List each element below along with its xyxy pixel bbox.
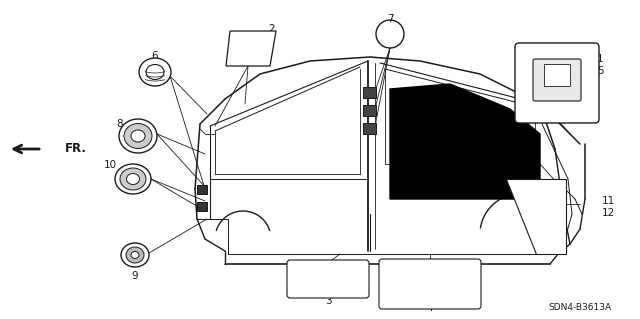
Ellipse shape <box>131 130 145 142</box>
Ellipse shape <box>127 174 140 184</box>
FancyBboxPatch shape <box>287 260 369 298</box>
FancyBboxPatch shape <box>196 202 207 211</box>
Ellipse shape <box>119 119 157 153</box>
Text: 5: 5 <box>596 66 604 76</box>
Text: FR.: FR. <box>65 143 87 155</box>
Text: 11: 11 <box>602 196 614 206</box>
FancyBboxPatch shape <box>362 86 376 98</box>
Text: SDN4-B3613A: SDN4-B3613A <box>548 302 612 311</box>
Ellipse shape <box>124 123 152 149</box>
Ellipse shape <box>115 164 151 194</box>
Text: 12: 12 <box>602 208 614 218</box>
Text: 7: 7 <box>387 14 394 24</box>
Text: 3: 3 <box>324 296 332 306</box>
FancyBboxPatch shape <box>362 105 376 115</box>
Text: 10: 10 <box>104 160 116 170</box>
Text: 9: 9 <box>132 271 138 281</box>
Text: 2: 2 <box>269 24 275 34</box>
Text: 1: 1 <box>596 54 604 64</box>
Ellipse shape <box>126 247 144 263</box>
Text: 8: 8 <box>116 119 124 129</box>
FancyBboxPatch shape <box>544 64 570 86</box>
Ellipse shape <box>131 251 139 258</box>
Polygon shape <box>390 84 540 199</box>
Ellipse shape <box>139 58 171 86</box>
Polygon shape <box>226 31 276 66</box>
Polygon shape <box>506 179 566 254</box>
FancyBboxPatch shape <box>533 59 581 101</box>
Text: 6: 6 <box>152 51 158 61</box>
FancyBboxPatch shape <box>196 185 207 194</box>
FancyBboxPatch shape <box>515 43 599 123</box>
Ellipse shape <box>121 243 149 267</box>
FancyBboxPatch shape <box>362 122 376 133</box>
Ellipse shape <box>120 168 146 190</box>
Text: 4: 4 <box>427 303 433 313</box>
FancyBboxPatch shape <box>379 259 481 309</box>
